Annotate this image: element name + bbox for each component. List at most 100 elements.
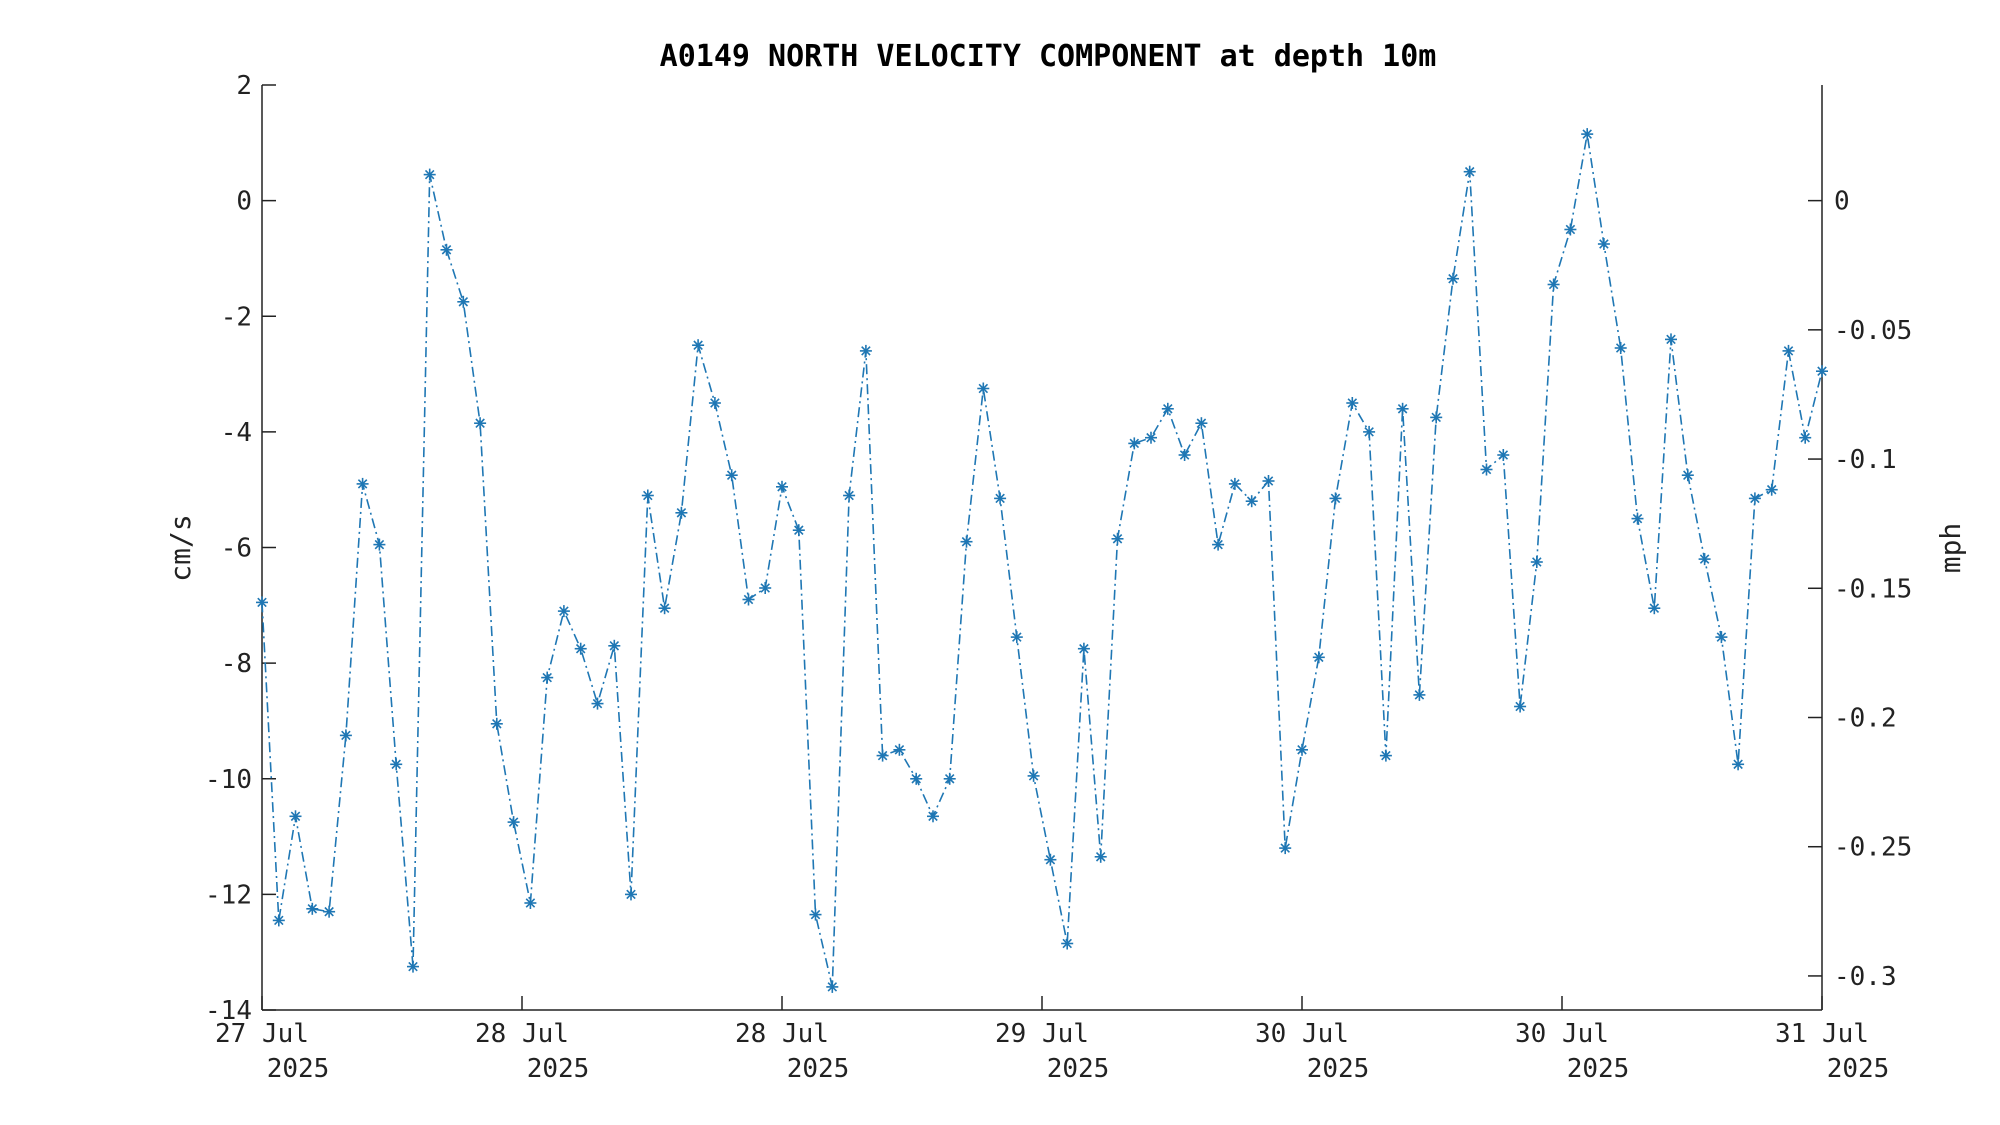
data-point: [1765, 483, 1778, 496]
data-point: [1329, 492, 1342, 505]
data-point: [1463, 165, 1476, 178]
data-point: [927, 810, 939, 823]
data-point: [1748, 492, 1761, 505]
data-point: [843, 489, 856, 502]
y-tick-label: 2: [236, 71, 252, 101]
data-point: [289, 810, 302, 823]
y-ticks: 2 0 -2 -4 -6 -8 -10 -12 -14: [205, 71, 276, 1026]
data-point: [1312, 651, 1325, 664]
y-axis-label: cm/s: [164, 514, 197, 581]
y-tick-label: -6: [221, 534, 252, 564]
data-point: [1044, 853, 1057, 866]
data-point: [1497, 449, 1510, 461]
data-point: [1094, 850, 1107, 863]
data-point: [960, 535, 973, 548]
data-point: [440, 243, 453, 256]
data-point: [759, 582, 772, 594]
data-point: [1212, 538, 1225, 551]
data-point: [658, 602, 671, 615]
data-point: [1145, 431, 1157, 444]
data-point: [457, 295, 470, 308]
x-tick-label-year: 2025: [1567, 1054, 1630, 1084]
x-tick-label-date: 28 Jul: [735, 1019, 829, 1049]
data-point: [1296, 743, 1308, 756]
data-point: [1447, 272, 1459, 285]
data-point: [474, 417, 487, 430]
data-point: [859, 344, 872, 357]
x-tick-label-year: 2025: [787, 1054, 850, 1084]
y2-axis-label: mph: [1934, 523, 1967, 574]
data-point: [390, 758, 403, 771]
y2-tick-label: -0.25: [1834, 833, 1912, 863]
data-point: [1597, 238, 1610, 250]
data-point: [1816, 365, 1828, 378]
y-tick-label: -4: [221, 418, 252, 448]
x-tick-label-date: 29 Jul: [995, 1019, 1089, 1049]
data-point: [608, 639, 621, 652]
data-point: [943, 772, 956, 785]
data-point: [1631, 512, 1644, 525]
data-point: [574, 642, 587, 655]
x-tick-label-date: 31 Jul: [1775, 1019, 1869, 1049]
data-point: [1178, 449, 1191, 461]
y-tick-label: -14: [205, 996, 252, 1026]
data-point: [1614, 342, 1627, 354]
data-point: [1581, 128, 1594, 141]
y2-tick-label: -0.15: [1834, 574, 1912, 604]
data-point: [1061, 937, 1074, 950]
y2-tick-label: -0.1: [1834, 445, 1897, 475]
data-point: [708, 397, 721, 409]
x-ticks: 27 Jul 2025 28 Jul 2025 28 Jul 2025 29 Jul 2025…: [215, 996, 1889, 1084]
data-point: [373, 538, 386, 551]
x-tick-label-year: 2025: [527, 1054, 590, 1084]
data-point: [1514, 700, 1527, 713]
data-point: [1681, 469, 1694, 482]
data-point: [826, 980, 839, 993]
y2-ticks: 0 -0.05 -0.1 -0.15 -0.2 -0.25 -0.3: [1808, 187, 1912, 992]
data-point: [356, 477, 369, 490]
data-point: [641, 489, 654, 502]
y2-tick-label: -0.05: [1834, 316, 1912, 346]
series-line: [261, 133, 1823, 988]
x-tick-label-date: 27 Jul: [215, 1019, 309, 1049]
x-tick-label-year: 2025: [1307, 1054, 1370, 1084]
data-point: [910, 772, 923, 785]
data-point: [725, 469, 738, 482]
data-point: [1698, 553, 1711, 566]
data-point: [625, 888, 637, 901]
data-point: [1547, 278, 1560, 291]
data-point: [692, 339, 705, 352]
axes: [261, 85, 1823, 1011]
data-point: [1363, 425, 1376, 438]
data-point: [776, 480, 788, 493]
data-point: [272, 914, 285, 927]
data-point: [1480, 463, 1493, 476]
data-point: [1530, 556, 1543, 568]
data-point: [1228, 477, 1241, 490]
data-point: [1111, 532, 1124, 545]
x-tick-label-year: 2025: [1047, 1054, 1110, 1084]
data-point: [1715, 631, 1728, 644]
data-point: [1648, 602, 1661, 615]
data-point: [876, 749, 889, 762]
data-point: [1396, 402, 1409, 415]
y-tick-label: -10: [205, 765, 252, 795]
data-point: [339, 729, 352, 742]
data-point: [994, 492, 1007, 505]
y-tick-label: -8: [221, 649, 252, 679]
y2-tick-label: -0.3: [1834, 962, 1897, 992]
data-point: [490, 717, 503, 730]
data-point: [977, 382, 990, 395]
y-tick-label: -2: [221, 302, 252, 332]
data-point: [423, 168, 436, 181]
x-tick-label-year: 2025: [267, 1054, 330, 1084]
chart-title: A0149 NORTH VELOCITY COMPONENT at depth …: [660, 39, 1437, 74]
data-point: [675, 506, 688, 519]
data-point: [1732, 758, 1745, 771]
data-point: [1413, 688, 1426, 701]
data-point: [1379, 749, 1392, 762]
x-tick-label-date: 30 Jul: [1515, 1019, 1609, 1049]
data-point: [524, 897, 537, 909]
data-point: [1195, 417, 1208, 430]
